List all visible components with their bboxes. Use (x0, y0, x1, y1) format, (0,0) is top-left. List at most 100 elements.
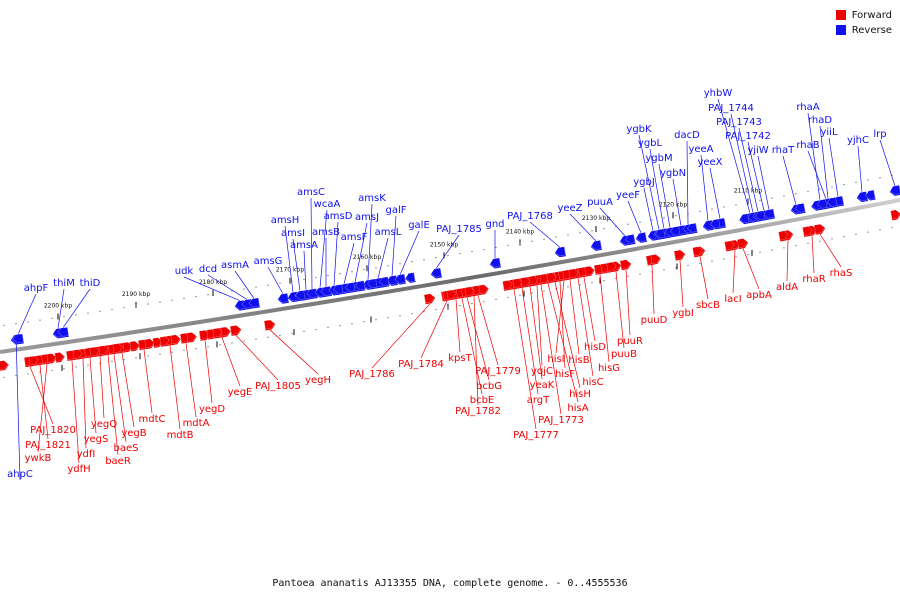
kbp-tick-label: 2130 kbp (582, 215, 610, 222)
reverse-gene-block-highlight (669, 225, 681, 236)
forward-gene-block (890, 208, 900, 221)
genome-axis (0, 198, 900, 354)
forward-gene-label: baeR (105, 456, 131, 467)
forward-leader (461, 298, 483, 395)
legend-reverse-label: Reverse (851, 24, 892, 36)
reverse-leader (284, 225, 294, 293)
forward-gene-label: apbA (746, 290, 772, 301)
lower-guide-dot (591, 282, 593, 284)
reverse-gene-block-shape (625, 234, 636, 245)
lower-guide-dot (3, 376, 5, 379)
forward-gene-block (98, 344, 109, 357)
reverse-gene-label: yjhC (847, 135, 869, 146)
forward-gene-label: yegQ (91, 419, 117, 430)
upper-guide-dot (111, 308, 113, 311)
forward-leader (143, 349, 153, 414)
upper-guide-dot (3, 324, 5, 327)
forward-gene-block-shape (72, 349, 83, 360)
reverse-gene-label: PAJ_1744 (708, 103, 754, 114)
upper-guide-dot (543, 238, 545, 240)
forward-leader (625, 269, 631, 336)
reverse-gene-block (794, 202, 806, 214)
forward-gene-shape (264, 320, 276, 331)
upper-guide-dot (771, 197, 773, 199)
forward-gene-label: mdtA (183, 418, 210, 429)
reverse-gene-label: amsH (271, 215, 300, 226)
reverse-gene-block-shape (795, 203, 806, 214)
forward-leader (99, 356, 105, 419)
reverse-gene-label: amsA (290, 240, 318, 251)
upper-guide-dot (675, 215, 677, 217)
reverse-leader (730, 113, 754, 213)
reverse-gene-label: yeeX (697, 157, 722, 168)
forward-gene-label: PAJ_1821 (25, 440, 71, 451)
reverse-gene-shape (248, 297, 260, 309)
lower-guide-dot (855, 233, 857, 236)
forward-gene-block-highlight (546, 271, 557, 283)
reverse-gene-block (709, 218, 721, 230)
upper-guide-dot (555, 236, 557, 238)
reverse-gene-label: amsK (358, 193, 386, 204)
lower-guide-dot (795, 244, 797, 247)
reverse-gene-label: wcaA (314, 199, 341, 210)
forward-gene-shape (619, 259, 632, 271)
forward-gene-block-highlight (464, 286, 475, 297)
reverse-gene-label: rhaD (808, 115, 832, 126)
forward-gene-shape (230, 325, 242, 336)
reverse-gene (430, 267, 442, 279)
reverse-gene (248, 296, 260, 309)
reverse-gene-block-highlight (295, 289, 306, 300)
reverse-swatch (835, 25, 846, 35)
reverse-gene-block-shape (405, 272, 416, 283)
reverse-gene (635, 231, 648, 243)
upper-guide-dot (507, 244, 509, 247)
reverse-gene-block-shape (755, 210, 766, 222)
lower-guide-dot (819, 240, 821, 242)
forward-gene-label: lacI (724, 294, 741, 305)
reverse-gene-label: amsD (324, 211, 353, 222)
forward-gene-block (129, 340, 140, 352)
reverse-gene-block-highlight (794, 202, 806, 213)
forward-gene-block (212, 327, 223, 339)
forward-gene-block (464, 286, 475, 298)
forward-leader (121, 352, 135, 428)
forward-gene-block-highlight (528, 275, 539, 286)
reverse-leader (569, 213, 597, 242)
reverse-gene-block (379, 275, 390, 288)
reverse-gene-block-highlight (333, 283, 344, 294)
upper-guide-dot (795, 192, 797, 195)
forward-gene-label: aldA (776, 282, 798, 293)
upper-guide-dot (711, 208, 713, 210)
forward-gene-block-shape (220, 327, 231, 338)
lower-guide-dot (711, 260, 713, 262)
reverse-gene-block-shape (670, 226, 681, 237)
forward-gene-block-highlight (212, 327, 223, 338)
reverse-gene-label: amsG (254, 256, 283, 267)
lower-guide-dot (471, 302, 473, 305)
upper-guide-dot (759, 199, 761, 202)
forward-leader (71, 360, 80, 464)
forward-gene-block (159, 335, 170, 347)
reverse-leader (658, 163, 671, 228)
reverse-leader (354, 222, 368, 283)
reverse-gene-label: PAJ_1785 (436, 224, 482, 235)
reverse-gene-shape (554, 246, 566, 258)
upper-guide-dot (591, 230, 593, 232)
forward-leader (547, 283, 579, 403)
forward-gene-block-highlight (650, 253, 661, 264)
forward-leader (651, 265, 655, 315)
reverse-gene-block (355, 279, 366, 292)
forward-gene-block-shape (0, 360, 9, 371)
reverse-gene-label: ahpC (7, 469, 33, 480)
forward-gene-label: PAJ_1779 (475, 366, 521, 377)
upper-guide-dot (243, 288, 245, 290)
upper-guide-dot (579, 232, 581, 234)
reverse-gene-block (624, 233, 636, 245)
forward-gene-label: puuB (611, 349, 637, 360)
forward-leader (221, 337, 241, 387)
lower-guide-dot (783, 247, 785, 249)
forward-leader (599, 274, 610, 363)
lower-guide-dot (531, 292, 533, 294)
forward-leader (699, 256, 709, 300)
